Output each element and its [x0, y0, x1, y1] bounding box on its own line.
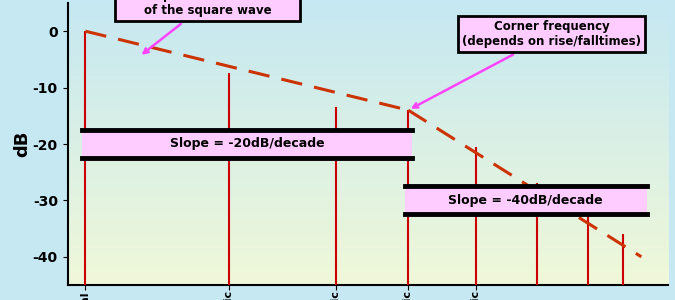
Text: Slope = -20dB/decade: Slope = -20dB/decade — [169, 137, 324, 151]
Text: Envelope of the harmonics
of the square wave: Envelope of the harmonics of the square … — [119, 0, 296, 53]
Y-axis label: dB: dB — [14, 131, 31, 157]
Bar — [404, 186, 647, 214]
Bar — [82, 130, 412, 158]
Text: Corner frequency
(depends on rise/falltimes): Corner frequency (depends on rise/fallti… — [413, 20, 641, 107]
Text: Slope = -40dB/decade: Slope = -40dB/decade — [448, 194, 603, 207]
